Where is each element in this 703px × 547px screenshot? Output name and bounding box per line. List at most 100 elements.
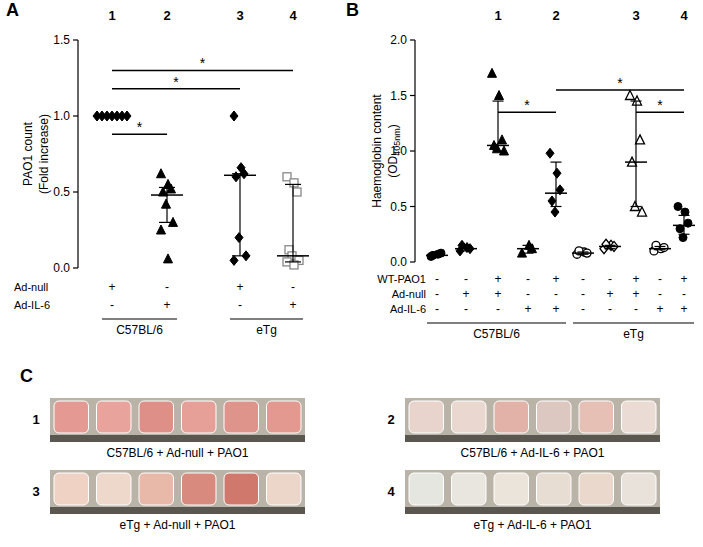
point	[551, 207, 559, 217]
treatment-sign: +	[108, 280, 115, 294]
treatment-sign: +	[289, 298, 296, 312]
treatment-sign: -	[581, 302, 585, 316]
treatment-sign: -	[581, 272, 585, 286]
tube	[579, 401, 614, 433]
point	[546, 148, 554, 158]
tube	[537, 473, 572, 505]
significance-star: *	[524, 97, 530, 113]
treatment-sign: +	[656, 302, 663, 316]
point	[157, 169, 166, 178]
group-number: 3	[632, 8, 639, 23]
tube	[139, 401, 174, 433]
iqr-cap	[523, 253, 534, 254]
point	[290, 179, 298, 187]
treatment-sign: -	[526, 272, 530, 286]
y-tick	[410, 261, 415, 262]
photo-background	[405, 470, 660, 514]
treatment-sign: -	[165, 280, 169, 294]
iqr-cap	[285, 184, 301, 185]
tube	[409, 401, 444, 433]
point	[164, 254, 173, 263]
iqr-cap	[232, 173, 248, 174]
plot-area	[93, 111, 309, 269]
tube	[267, 401, 302, 433]
rack	[50, 435, 305, 442]
group-number: 3	[236, 8, 243, 23]
treatment-sign: +	[236, 280, 243, 294]
treatment-sign: -	[526, 287, 530, 301]
iqr-cap	[605, 248, 616, 249]
y-axis	[77, 40, 78, 268]
strain-line	[427, 322, 566, 323]
tube	[224, 401, 259, 433]
treatment-sign: -	[435, 272, 439, 286]
y-label-part: (OD	[386, 155, 400, 177]
iqr-bar	[555, 162, 556, 206]
strain-label: C57BL/6	[473, 327, 520, 341]
iqr-cap	[159, 222, 175, 223]
y-tick	[410, 39, 415, 40]
iqr-cap	[232, 255, 248, 256]
treatment-label: Ad-IL-6	[14, 299, 50, 311]
y-tick-label: 1.5	[53, 33, 70, 47]
significance-star: *	[200, 55, 206, 71]
panel-letter: A	[6, 0, 19, 20]
tube	[224, 473, 259, 505]
treatment-sign: -	[110, 298, 114, 312]
iqr-bar	[497, 101, 498, 151]
rack	[405, 435, 660, 442]
y-tick	[73, 115, 78, 116]
strain-label: eTg	[256, 323, 277, 337]
y-label: (Fold increase)	[37, 114, 51, 194]
y-label: (OD405nm)	[386, 124, 402, 178]
image-number: 1	[32, 412, 39, 427]
iqr-cap	[159, 187, 175, 188]
y-tick	[73, 267, 78, 268]
iqr-bar	[527, 245, 528, 253]
y-tick	[410, 150, 415, 151]
treatment-sign: -	[496, 302, 500, 316]
point	[230, 255, 238, 265]
iqr-cap	[493, 150, 504, 151]
iqr-cap	[461, 250, 472, 251]
iqr-cap	[432, 253, 443, 254]
tube-photo	[405, 470, 660, 514]
point	[636, 135, 645, 144]
figure: A0.00.51.01.5PAO1 count(Fold increase)12…	[0, 0, 703, 547]
treatment-label: Ad-null	[392, 288, 426, 300]
photo-background	[405, 398, 660, 442]
y-tick-label: 1.5	[390, 89, 407, 103]
point	[495, 91, 504, 100]
point	[553, 168, 561, 178]
image-number: 3	[32, 484, 39, 499]
point	[498, 135, 507, 144]
point	[230, 111, 238, 121]
group-number: 4	[289, 8, 297, 23]
group-number: 2	[552, 8, 559, 23]
panel-letter: C	[20, 366, 33, 386]
tube	[622, 401, 657, 433]
strain-line	[102, 318, 177, 319]
iqr-cap	[655, 246, 666, 247]
significance-star: *	[657, 97, 663, 113]
image-number: 4	[387, 484, 395, 499]
panel-letter: B	[346, 0, 359, 20]
y-label-sub: 405nm	[392, 128, 402, 156]
iqr-cap	[551, 162, 562, 163]
point	[293, 188, 301, 196]
iqr-cap	[493, 100, 504, 101]
iqr-bar	[683, 215, 684, 234]
image-caption: eTg + Ad-IL-6 + PAO1	[474, 518, 592, 532]
iqr-bar	[166, 187, 167, 222]
strain-line	[230, 318, 303, 319]
treatment-sign: -	[581, 287, 585, 301]
iqr-cap	[432, 256, 443, 257]
iqr-cap	[461, 246, 472, 247]
tube	[494, 401, 529, 433]
tube	[537, 401, 572, 433]
treatment-sign: +	[524, 302, 531, 316]
y-tick	[410, 206, 415, 207]
y-label-part: )	[386, 124, 400, 128]
iqr-bar	[635, 101, 636, 206]
panel-c: C1C57BL/6 + Ad-null + PAO12C57BL/6 + Ad-…	[20, 366, 660, 532]
